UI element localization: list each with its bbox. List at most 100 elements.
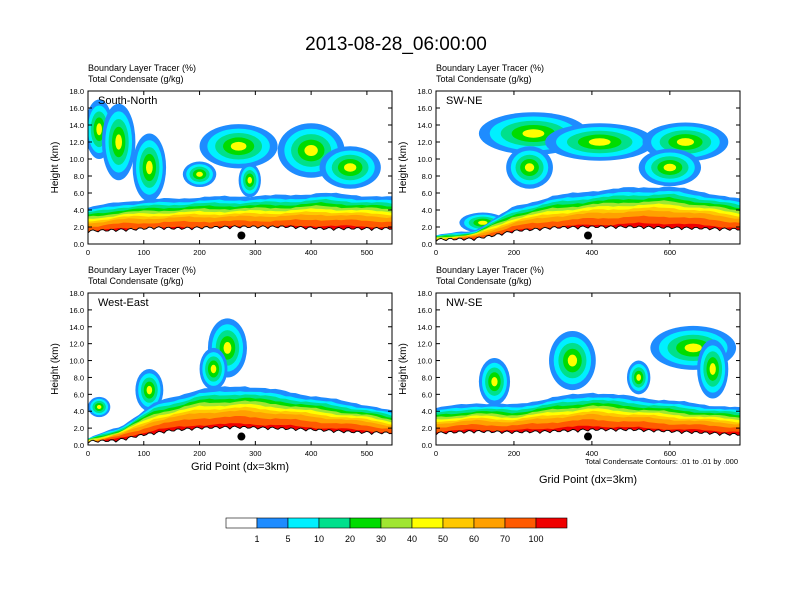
panel-1-ytick-label-4: 8.0: [74, 172, 84, 181]
panel-1-ytick-label-2: 4.0: [74, 206, 84, 215]
panel-3-cloud-1-band-4: [210, 364, 217, 374]
panel-1-ytick-label-8: 16.0: [69, 104, 84, 113]
panel-2-cloud-5-band-4: [478, 220, 488, 225]
panel-4-ytick-label-7: 14.0: [417, 323, 432, 332]
colorbar-label-1: 5: [285, 534, 290, 544]
panel-1-cloud-6-band-4: [196, 171, 203, 177]
panel-1-ytick-label-3: 6.0: [74, 189, 84, 198]
panel-4-cloud-0-band-4: [491, 376, 498, 387]
colorbar-label-7: 60: [469, 534, 479, 544]
panel-1-cloud-1-band-4: [115, 134, 123, 150]
colorbar-label-0: 1: [254, 534, 259, 544]
colorbar-swatch-6: [411, 517, 444, 529]
panel-2-header-1: Boundary Layer Tracer (%): [436, 63, 544, 73]
panel-1-plot: [88, 99, 392, 244]
panel-4-ylabel: Height (km): [398, 343, 409, 395]
panel-4-label: NW-SE: [446, 297, 482, 309]
panel-1-ylabel: Height (km): [50, 142, 61, 194]
panel-3-xtick-label-5: 500: [361, 449, 374, 458]
panel-3-cloud-0-band-4: [223, 341, 232, 354]
panel-2-ytick-label-5: 10.0: [417, 155, 432, 164]
panel-4-xtick-label-0: 0: [434, 449, 438, 458]
panel-2-ytick-label-3: 6.0: [422, 189, 432, 198]
panel-3-xtick-label-1: 100: [138, 449, 151, 458]
panel-3-cloud-2-band-4: [146, 385, 153, 395]
panel-1-ytick-label-6: 12.0: [69, 138, 84, 147]
panel-4-site-marker: [584, 432, 592, 441]
colorbar-label-4: 30: [376, 534, 386, 544]
panel-3-label: West-East: [98, 297, 149, 309]
panel-3-xtick-label-3: 300: [249, 449, 262, 458]
colorbar-swatch-0: [225, 517, 258, 529]
panel-1-cloud-4-band-4: [304, 145, 318, 156]
panel-3-ytick-label-8: 16.0: [69, 306, 84, 315]
panel-3-ytick-label-3: 6.0: [74, 390, 84, 399]
panel-2-cloud-2-band-4: [676, 138, 695, 146]
panel-4-ytick-label-1: 2.0: [422, 424, 432, 433]
panel-2-site-marker: [584, 231, 592, 240]
panel-2-ytick-label-8: 16.0: [417, 104, 432, 113]
panel-4-ytick-label-0: 0.0: [422, 441, 432, 450]
panel-1-ytick-label-9: 18.0: [69, 87, 84, 96]
panel-1-header-1: Boundary Layer Tracer (%): [88, 63, 196, 73]
panel-2-xtick-label-1: 200: [508, 248, 521, 257]
panel-4-frame: [435, 292, 741, 446]
panel-2-frame: [435, 90, 741, 245]
panel-2-cloud-0-band-4: [522, 129, 545, 138]
panel-4-ytick-label-8: 16.0: [417, 306, 432, 315]
panel-1-xtick-label-4: 400: [305, 248, 318, 257]
panel-4-ytick-label-5: 10.0: [417, 357, 432, 366]
panel-4: NW-SE Boundary Layer Tracer (%)Total Cond…: [398, 265, 741, 458]
panel-2: SW-NE Boundary Layer Tracer (%)Total Cond…: [398, 63, 741, 257]
panel-3-plot: [88, 318, 392, 445]
xlabel-right: Grid Point (dx=3km): [539, 474, 637, 486]
colorbar-swatch-4: [349, 517, 382, 529]
panel-4-cloud-1-band-4: [567, 354, 578, 367]
panel-4-ytick-label-6: 12.0: [417, 340, 432, 349]
panel-4-cloud-2-band-4: [684, 343, 702, 353]
panel-1-header-2: Total Condensate (g/kg): [88, 74, 184, 84]
panel-2-cloud-1-band-4: [588, 138, 611, 146]
panel-2-label: SW-NE: [446, 95, 482, 107]
panel-1-ytick-label-1: 2.0: [74, 223, 84, 232]
panel-1-ytick-label-7: 14.0: [69, 121, 84, 130]
panel-2-terrain-line: [436, 225, 740, 242]
panel-1-cloud-3-band-4: [230, 141, 247, 151]
panel-4-xtick-label-3: 600: [664, 449, 677, 458]
panel-2-ytick-label-6: 12.0: [417, 138, 432, 147]
panel-2-ytick-label-1: 2.0: [422, 223, 432, 232]
panel-4-ytick-label-3: 6.0: [422, 390, 432, 399]
colorbar-swatch-5: [380, 517, 413, 529]
panel-1-xtick-label-5: 500: [361, 248, 374, 257]
panel-3-ytick-label-7: 14.0: [69, 323, 84, 332]
panel-1-frame: [87, 90, 393, 245]
panel-4-xtick-label-2: 400: [586, 449, 599, 458]
panel-1: South-North Boundary Layer Tracer (%)Tota…: [50, 63, 393, 257]
panel-1-xtick-label-3: 300: [249, 248, 262, 257]
panel-4-xtick-label-1: 200: [508, 449, 521, 458]
panel-4-terrain-line: [436, 428, 740, 436]
panel-3-terrain-line: [88, 425, 392, 444]
panel-2-xtick-label-0: 0: [434, 248, 438, 257]
panel-3-header-1: Boundary Layer Tracer (%): [88, 265, 196, 275]
panel-4-header-1: Boundary Layer Tracer (%): [436, 265, 544, 275]
colorbar-label-3: 20: [345, 534, 355, 544]
panel-1-ytick-label-5: 10.0: [69, 155, 84, 164]
panel-3-cloud-3-band-4: [96, 404, 102, 410]
colorbar-label-8: 70: [500, 534, 510, 544]
colorbar-label-9: 100: [528, 534, 543, 544]
colorbar-swatch-3: [318, 517, 351, 529]
colorbar-swatch-9: [504, 517, 537, 529]
figure-title: 2013-08-28_06:00:00: [305, 34, 487, 55]
panel-4-plot: [436, 325, 740, 445]
panel-2-ytick-label-4: 8.0: [422, 172, 432, 181]
panel-1-cloud-5-band-4: [344, 163, 357, 172]
colorbar-label-5: 40: [407, 534, 417, 544]
panel-3-xtick-label-0: 0: [86, 449, 90, 458]
panel-3-xtick-label-2: 200: [193, 449, 206, 458]
panel-1-label: South-North: [98, 95, 157, 107]
panel-3-ytick-label-2: 4.0: [74, 407, 84, 416]
panel-2-ytick-label-2: 4.0: [422, 206, 432, 215]
panel-3-ytick-label-9: 18.0: [69, 289, 84, 298]
